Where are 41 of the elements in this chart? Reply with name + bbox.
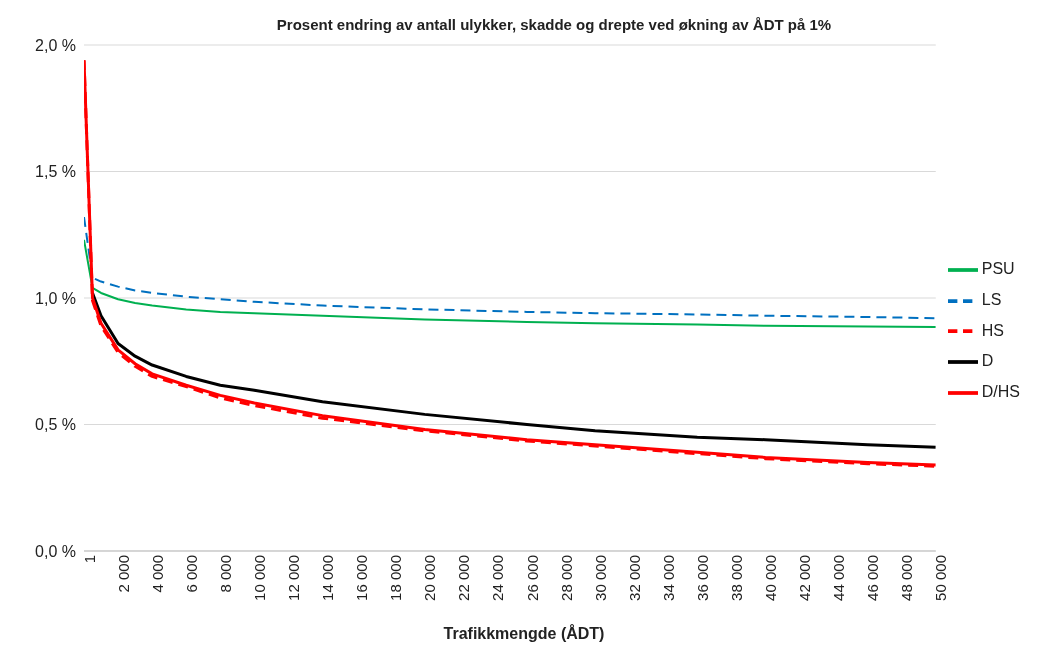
x-tick-label: 24 000	[489, 555, 507, 601]
x-tick-label: 50 000	[932, 555, 950, 601]
x-tick-label: 42 000	[796, 555, 814, 601]
x-tick-label: 38 000	[727, 555, 745, 601]
x-tick-label: 16 000	[353, 555, 371, 601]
x-tick-label: 30 000	[591, 555, 609, 601]
x-axis-title: Trafikkmengde (ÅDT)	[442, 625, 606, 643]
x-tick-label: 10 000	[250, 555, 268, 601]
y-tick-label: 2,0 %	[35, 36, 76, 54]
x-tick-label: 32 000	[625, 555, 643, 601]
legend-label: LS	[981, 290, 1002, 308]
x-tick-label: 4 000	[148, 555, 166, 593]
legend-label: D	[981, 352, 994, 370]
x-tick-label: 22 000	[455, 555, 473, 601]
x-tick-label: 34 000	[659, 555, 677, 601]
x-tick-label: 1	[80, 555, 98, 564]
y-tick-label: 0,5 %	[35, 416, 76, 434]
legend-label: D/HS	[981, 383, 1020, 401]
x-tick-label: 12 000	[285, 555, 303, 601]
y-tick-label: 1,0 %	[35, 289, 76, 307]
x-tick-label: 40 000	[762, 555, 780, 601]
x-tick-label: 36 000	[693, 555, 711, 601]
x-tick-label: 44 000	[830, 555, 848, 601]
x-tick-label: 48 000	[898, 555, 916, 601]
legend-label: PSU	[981, 260, 1015, 278]
x-tick-label: 18 000	[387, 555, 405, 601]
y-tick-label: 0,0 %	[35, 542, 76, 560]
line-series	[91, 291, 936, 449]
x-tick-label: 14 000	[319, 555, 337, 601]
x-tick-label: 46 000	[864, 555, 882, 601]
x-tick-label: 26 000	[523, 555, 541, 601]
legend-label: HS	[981, 321, 1004, 339]
x-tick-label: 8 000	[216, 555, 234, 593]
x-tick-label: 6 000	[182, 555, 200, 593]
chart-title: Prosent endring av antall ulykker, skadde og drepte ved økning av ÅDT på 1%	[275, 15, 833, 33]
y-tick-label: 1,5 %	[35, 163, 76, 181]
x-tick-label: 28 000	[557, 555, 575, 601]
x-tick-label: 2 000	[114, 555, 132, 593]
line-series	[84, 216, 936, 320]
line-series	[84, 238, 936, 329]
x-tick-label: 20 000	[421, 555, 439, 601]
